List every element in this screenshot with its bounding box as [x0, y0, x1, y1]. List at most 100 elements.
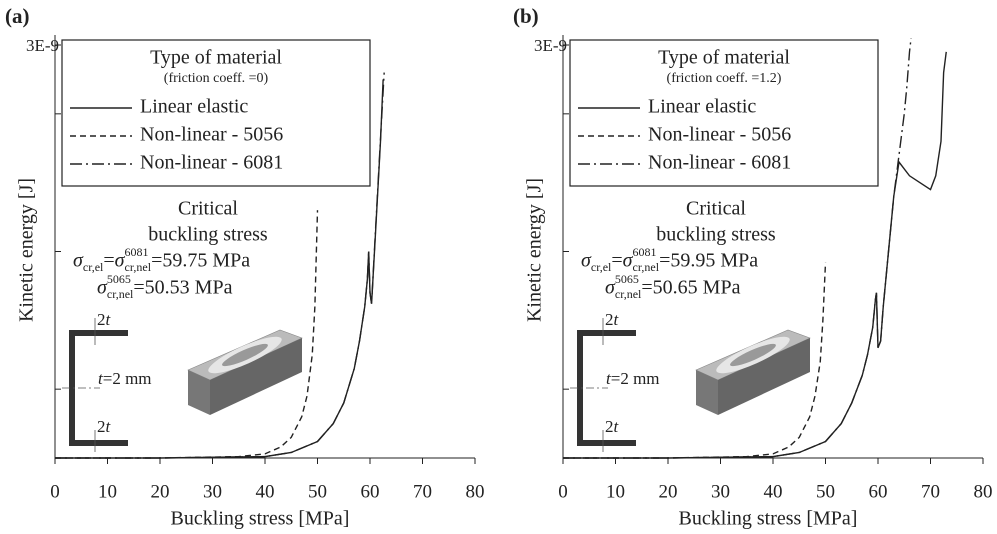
formula-part: cr,el — [591, 260, 612, 274]
annotation-text: Critical — [686, 198, 746, 220]
panel: (b) 0 10 20 30 40 50 60 70 80 3E-9 Buckling stress … — [513, 4, 993, 530]
x-tick-label: 40 — [764, 481, 783, 502]
legend-title: Type of material — [150, 47, 282, 69]
formula-part: =59.75 MPa — [151, 250, 250, 272]
formula-part: σ — [97, 277, 108, 299]
x-tick-label: 70 — [413, 481, 432, 502]
data-line — [563, 38, 912, 459]
y-axis-label: Kinetic energy [J] — [16, 178, 38, 322]
formula-part: σ — [605, 277, 616, 299]
section-label: 2t — [605, 310, 620, 329]
formula-part: σ — [115, 250, 126, 272]
formula-part: 5065 — [615, 272, 639, 286]
formula-part: 6081 — [633, 245, 657, 259]
x-tick-label: 50 — [816, 481, 835, 502]
y-axis-label: Kinetic energy [J] — [524, 178, 546, 322]
shape-buckle — [222, 343, 268, 367]
buckled-shape — [695, 329, 811, 415]
legend-title: Type of material — [658, 47, 790, 69]
formula-part: =50.65 MPa — [641, 277, 740, 299]
annotation-text: buckling stress — [148, 224, 268, 246]
formula-part: σ — [581, 250, 592, 272]
x-tick-label: 10 — [606, 481, 625, 502]
section-label-part: =2 mm — [611, 369, 660, 388]
y-tick-label: 3E-9 — [534, 36, 567, 55]
legend-box — [61, 39, 371, 187]
formula-part: cr,nel — [125, 260, 152, 274]
section-label: t=2 mm — [606, 369, 660, 388]
x-axis-label: Buckling stress [MPa] — [171, 508, 350, 530]
section-label-part: t — [614, 310, 620, 329]
x-tick-label: 60 — [869, 481, 888, 502]
shape-side — [718, 338, 810, 415]
section-label-part: 2 — [97, 310, 106, 329]
legend-subtitle: (friction coeff. =1.2) — [667, 71, 782, 86]
section-label-part: =2 mm — [103, 369, 152, 388]
section-label-part: t — [106, 417, 112, 436]
section-label-part: 2 — [605, 310, 614, 329]
legend-label: Non-linear - 5056 — [140, 124, 283, 146]
x-tick-label: 20 — [659, 481, 678, 502]
section-label-part: t — [98, 369, 104, 388]
shape-side — [210, 338, 302, 415]
buckled-shape — [187, 329, 303, 415]
channel-section — [69, 330, 128, 446]
section-label: 2t — [97, 417, 112, 436]
section-label-part: t — [614, 417, 620, 436]
x-axis-label: Buckling stress [MPa] — [679, 508, 858, 530]
annotation-text: Critical — [178, 198, 238, 220]
legend-label: Linear elastic — [648, 96, 756, 118]
x-tick-label: 20 — [151, 481, 170, 502]
x-tick-label: 80 — [974, 481, 993, 502]
panel-label: (a) — [5, 4, 30, 28]
legend-box — [569, 39, 879, 187]
section-label-part: 2 — [605, 417, 614, 436]
legend-label: Non-linear - 6081 — [140, 152, 283, 174]
formula-part: σ — [73, 250, 84, 272]
legend-label: Linear elastic — [140, 96, 248, 118]
section-label: 2t — [97, 310, 112, 329]
legend-label: Non-linear - 5056 — [648, 124, 791, 146]
formula-part: cr,nel — [633, 260, 660, 274]
formula-part: 6081 — [125, 245, 149, 259]
data-line — [563, 262, 827, 459]
x-tick-label: 40 — [256, 481, 275, 502]
section-label-part: t — [106, 310, 112, 329]
section-label-part: t — [606, 369, 612, 388]
section-label-part: 2 — [97, 417, 106, 436]
formula-part: σ — [623, 250, 634, 272]
formula-part: =50.53 MPa — [133, 277, 232, 299]
x-tick-label: 30 — [711, 481, 730, 502]
x-tick-label: 30 — [203, 481, 222, 502]
shape-web — [188, 370, 210, 415]
x-tick-label: 70 — [921, 481, 940, 502]
annotation-text: buckling stress — [656, 224, 776, 246]
section-label: 2t — [605, 417, 620, 436]
formula-part: = — [103, 250, 114, 272]
formula-part: cr,nel — [615, 287, 642, 301]
formula-part: cr,nel — [107, 287, 134, 301]
section-label: t=2 mm — [98, 369, 152, 388]
x-tick-label: 0 — [558, 481, 568, 502]
legend-label: Non-linear - 6081 — [648, 152, 791, 174]
x-tick-label: 50 — [308, 481, 327, 502]
panel-label: (b) — [513, 4, 539, 28]
x-tick-label: 10 — [98, 481, 117, 502]
legend-subtitle: (friction coeff. =0) — [164, 71, 269, 86]
data-line — [55, 72, 385, 459]
x-tick-label: 80 — [466, 481, 485, 502]
formula-part: 5065 — [107, 272, 131, 286]
data-line — [55, 210, 319, 459]
formula-part: = — [611, 250, 622, 272]
panel: (a) 0 10 20 30 40 50 60 70 80 3E-9 Buckling stress … — [5, 4, 485, 530]
channel-section — [577, 330, 636, 446]
y-tick-label: 3E-9 — [26, 36, 59, 55]
formula-part: cr,el — [83, 260, 104, 274]
shape-web — [696, 370, 718, 415]
x-tick-label: 60 — [361, 481, 380, 502]
shape-buckle — [730, 343, 776, 367]
formula-part: =59.95 MPa — [659, 250, 758, 272]
